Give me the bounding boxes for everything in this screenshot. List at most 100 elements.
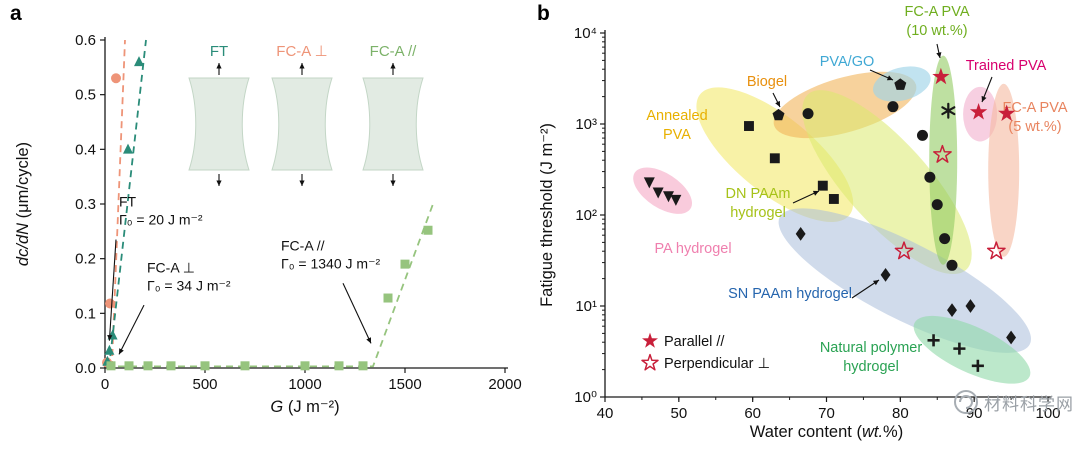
y-tick-label: 0.1 bbox=[75, 305, 96, 322]
y-tick-label: 0.5 bbox=[75, 87, 96, 104]
category-label: FC-A PVA bbox=[1003, 100, 1068, 116]
panel-a-annotation-fc-a: FC-A // Γ₀ = 1340 J m⁻² bbox=[281, 237, 380, 344]
panel-b-label-fc-a-pva-10-wt: FC-A PVA (10 wt.%) bbox=[905, 4, 970, 59]
region-pa-hydrogel bbox=[633, 167, 692, 214]
x-tick-label: 80 bbox=[892, 405, 909, 422]
panel-b-ticks: 40 50 60 70 80 90 100 10⁰ 10¹ 10² 10³ 10⁴ bbox=[574, 25, 1061, 422]
y-tick-label: 0.4 bbox=[75, 141, 96, 158]
panel-a-xlabel: G (J m⁻²) bbox=[270, 398, 339, 416]
panel-b-points-trained-pva-parallel bbox=[969, 103, 988, 120]
panel-b-ylabel: Fatigue threshold (J m⁻²) bbox=[538, 123, 556, 307]
panel-a-annotation-fc-a: FC-A ⊥ Γ₀ = 34 J m⁻² bbox=[118, 259, 231, 355]
legend-label: Perpendicular ⊥ bbox=[664, 356, 770, 372]
x-tick-label: 0 bbox=[101, 376, 109, 393]
region-fc-a-pva-10wt bbox=[929, 55, 958, 265]
y-tick-label: 0.3 bbox=[75, 196, 96, 213]
y-tick-label: 10⁰ bbox=[574, 389, 597, 406]
panel-b-label-pva-go: PVA/GO bbox=[820, 54, 894, 81]
category-label: PVA bbox=[663, 127, 691, 143]
fit-line-fc-a-parallel bbox=[106, 203, 434, 368]
category-label: FC-A PVA bbox=[905, 4, 970, 20]
fit-line-fc-a-perpendicular bbox=[110, 39, 126, 369]
panel-b-label-annealed-pva: Annealed PVA bbox=[646, 108, 707, 143]
x-tick-label: 90 bbox=[966, 405, 983, 422]
y-tick-label: 0.6 bbox=[75, 32, 96, 49]
panel-a-series-fc-a-parallel bbox=[106, 203, 434, 371]
region-sn-paam-hydrogel bbox=[778, 208, 1032, 353]
y-tick-label: 10² bbox=[575, 207, 597, 224]
x-tick-label: 50 bbox=[670, 405, 687, 422]
x-tick-label: 100 bbox=[1035, 405, 1060, 422]
inset-label: FC-A // bbox=[370, 43, 418, 60]
panel-b-points-dn-paam-hydrogel bbox=[802, 101, 958, 271]
panel-b-label-natural-polymer-hydrogel: Natural polymer hydrogel bbox=[820, 340, 923, 375]
panel-b-points-natural-polymer-hydrogel bbox=[927, 334, 984, 372]
inset-specimen-ft: FT bbox=[188, 43, 250, 186]
panel-a-annotation-ft: FT Γ₀ = 20 J m⁻² bbox=[107, 194, 203, 341]
category-label: (5 wt.%) bbox=[1008, 119, 1061, 135]
specimen-body bbox=[188, 77, 250, 171]
panel-a-chart: 0 500 1000 1500 2000 0.0 0.1 0.2 0.3 0.4 0.5 0.6 G (… bbox=[14, 32, 522, 416]
inset-specimen-fc-a: FC-A ⊥ bbox=[271, 43, 333, 186]
x-tick-label: 1000 bbox=[288, 376, 321, 393]
panel-b-chart: 40 50 60 70 80 90 100 10⁰ 10¹ 10² 10³ 10⁴ Annealed PV… bbox=[538, 4, 1068, 441]
panel-b-label-fc-a-pva-5-wt: FC-A PVA (5 wt.%) bbox=[1003, 100, 1068, 135]
panel-a-label: a bbox=[10, 2, 22, 25]
category-label: Annealed bbox=[646, 108, 707, 124]
annotation-text: Γ₀ = 34 J m⁻² bbox=[147, 277, 231, 293]
inset-label: FC-A ⊥ bbox=[276, 43, 327, 60]
category-label: Natural polymer bbox=[820, 340, 923, 356]
region-natural-polymer-hydrogel bbox=[913, 315, 1031, 384]
panel-b-points-annealed-pva bbox=[744, 121, 839, 204]
panel-b-points-fc-a-pva-10wt-parallel bbox=[932, 67, 950, 85]
category-label: (10 wt.%) bbox=[906, 23, 967, 39]
panel-a-ticks: 0 500 1000 1500 2000 0.0 0.1 0.2 0.3 0.4 0.5 0.6 bbox=[75, 32, 522, 393]
specimen-body bbox=[362, 77, 424, 171]
x-tick-label: 60 bbox=[744, 405, 761, 422]
panel-b-label-trained-pva: Trained PVA bbox=[966, 58, 1047, 103]
panel-a-ylabel: dc/dN (μm/cycle) bbox=[14, 142, 32, 266]
inset-label: FT bbox=[210, 43, 228, 60]
panel-b-legend: Parallel // Perpendicular ⊥ bbox=[641, 332, 770, 372]
panel-b-points-pa-hydrogel bbox=[643, 177, 682, 206]
category-label: hydrogel bbox=[843, 359, 899, 375]
specimen-body bbox=[271, 77, 333, 171]
panel-b-label-sn-paam-hydrogel: SN PAAm hydrogel bbox=[728, 279, 880, 302]
category-label: Trained PVA bbox=[966, 58, 1047, 74]
y-tick-label: 10⁴ bbox=[574, 25, 597, 42]
watermark: 材料科学网 bbox=[953, 389, 1074, 415]
panel-b-points-biogel bbox=[772, 78, 907, 121]
annotation-text: Γ₀ = 1340 J m⁻² bbox=[281, 255, 380, 271]
category-label: PA hydrogel bbox=[654, 241, 731, 257]
panel-b-points-fc-a-pva-asterisk bbox=[941, 102, 956, 119]
panel-b-label-pa-hydrogel: PA hydrogel bbox=[654, 241, 731, 257]
x-tick-label: 2000 bbox=[488, 376, 521, 393]
category-label: PVA/GO bbox=[820, 54, 875, 70]
panel-b-xlabel: Water content (wt.%) bbox=[750, 423, 903, 441]
category-label: DN PAAm bbox=[726, 186, 791, 202]
inset-specimen-fc-a: FC-A // bbox=[362, 43, 424, 186]
x-tick-label: 1500 bbox=[388, 376, 421, 393]
category-label: Biogel bbox=[747, 74, 787, 90]
category-label: SN PAAm hydrogel bbox=[728, 286, 852, 302]
x-tick-label: 70 bbox=[818, 405, 835, 422]
x-tick-label: 40 bbox=[597, 405, 614, 422]
category-label: hydrogel bbox=[730, 205, 786, 221]
annotation-text: FT bbox=[119, 194, 137, 210]
panel-b-points-perpendicular-stars bbox=[894, 144, 1006, 260]
panel-b-points-fc-a-pva-5wt-parallel bbox=[998, 104, 1016, 121]
y-tick-label: 0.2 bbox=[75, 251, 96, 268]
y-tick-label: 0.0 bbox=[75, 360, 96, 377]
annotation-text: FC-A // bbox=[281, 237, 325, 253]
watermark-logo-icon bbox=[954, 390, 978, 414]
watermark-text: 材料科学网 bbox=[984, 394, 1074, 414]
y-tick-label: 10³ bbox=[575, 116, 597, 133]
panel-b-label-biogel: Biogel bbox=[747, 74, 787, 108]
region-fc-a-pva-5wt bbox=[988, 83, 1020, 257]
panel-b-label: b bbox=[537, 2, 550, 25]
legend-label: Parallel // bbox=[664, 334, 725, 350]
panel-b-label-dn-paam-hydrogel: DN PAAm hydrogel bbox=[726, 186, 820, 221]
annotation-text: FC-A ⊥ bbox=[147, 259, 195, 275]
region-dn-paam-hydrogel bbox=[802, 90, 972, 275]
